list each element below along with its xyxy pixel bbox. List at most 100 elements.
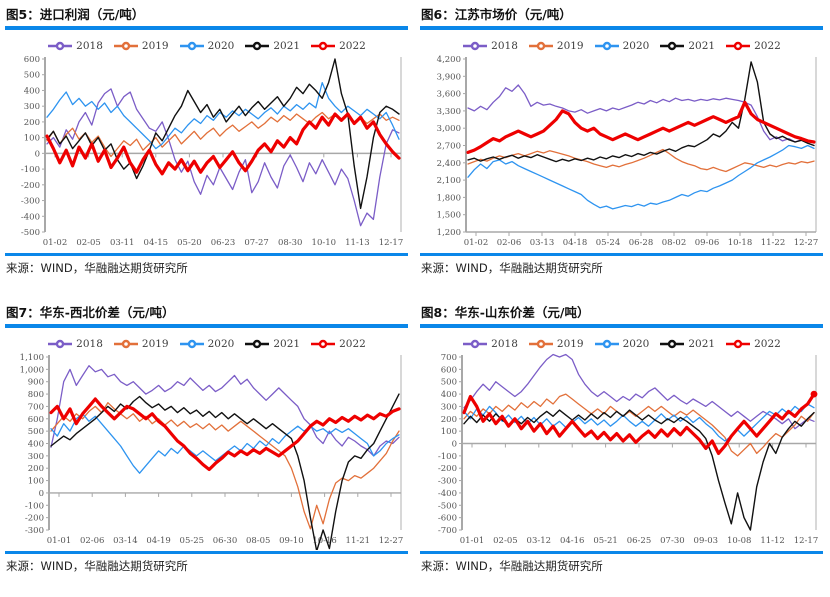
source-divider-bar bbox=[420, 253, 823, 256]
svg-text:500: 500 bbox=[441, 378, 457, 388]
chart-title: 图6：江苏市场价（元/吨） bbox=[421, 7, 572, 22]
legend-line-marker-icon bbox=[660, 339, 685, 349]
svg-text:0: 0 bbox=[35, 149, 40, 159]
svg-text:02-05: 02-05 bbox=[493, 536, 518, 546]
svg-text:400: 400 bbox=[24, 86, 40, 96]
svg-text:03-11: 03-11 bbox=[110, 238, 135, 248]
svg-text:05-20: 05-20 bbox=[177, 238, 202, 248]
line-chart-import-profit: 6005004003002001000-100-200-300-400-5000… bbox=[21, 55, 403, 248]
svg-text:300: 300 bbox=[24, 102, 40, 112]
svg-text:-100: -100 bbox=[438, 452, 457, 462]
svg-text:02-05: 02-05 bbox=[76, 238, 101, 248]
legend-label: 2022 bbox=[339, 338, 366, 350]
legend-line-marker-icon bbox=[245, 41, 270, 51]
svg-text:11-12: 11-12 bbox=[760, 536, 785, 546]
legend-label: 2020 bbox=[622, 40, 650, 52]
source-label: 来源： bbox=[421, 559, 456, 573]
legend-item-2021: 2021 bbox=[244, 40, 300, 52]
svg-text:-200: -200 bbox=[25, 514, 44, 524]
svg-text:04-16: 04-16 bbox=[560, 536, 585, 546]
svg-text:200: 200 bbox=[24, 118, 40, 128]
svg-text:10-08: 10-08 bbox=[727, 536, 752, 546]
line-chart-jiangsu-market-price: 4,200 3,900 3,600 3,300 3,000 2,700 2,400 2,100… bbox=[437, 55, 819, 248]
svg-text:600: 600 bbox=[441, 365, 457, 375]
legend-label: 2020 bbox=[207, 338, 235, 350]
svg-text:500: 500 bbox=[24, 71, 40, 81]
legend-line-marker-icon bbox=[463, 339, 488, 349]
legend-label: 2019 bbox=[141, 338, 169, 350]
source-note: 来源：WIND，华融融达期货研究所 bbox=[5, 256, 408, 276]
svg-text:2,400: 2,400 bbox=[437, 159, 461, 169]
svg-text:08-05: 08-05 bbox=[246, 536, 271, 546]
svg-text:01-02: 01-02 bbox=[464, 238, 489, 248]
svg-text:09-10: 09-10 bbox=[279, 536, 304, 546]
legend-line-marker-icon bbox=[528, 339, 553, 349]
chart-panel-figure5: 图5：进口利润（元/吨） 2018 2019 2020 2021 2022 600 500… bbox=[0, 0, 415, 298]
source-divider-bar bbox=[420, 551, 823, 554]
chart-legend: 2018 2019 2020 2021 2022 bbox=[5, 337, 408, 351]
svg-text:-400: -400 bbox=[21, 212, 40, 222]
chart-panel-figure8: 图8：华东-山东价差（元/吨） 2018 2019 2020 2021 2022 700… bbox=[415, 298, 830, 596]
legend-item-2021: 2021 bbox=[244, 338, 300, 350]
svg-text:200: 200 bbox=[28, 464, 44, 474]
svg-text:04-18: 04-18 bbox=[563, 238, 588, 248]
svg-text:-300: -300 bbox=[438, 477, 457, 487]
svg-text:05-24: 05-24 bbox=[596, 238, 621, 248]
legend-line-marker-icon bbox=[594, 41, 619, 51]
svg-text:1,800: 1,800 bbox=[437, 193, 461, 203]
legend-item-2022: 2022 bbox=[725, 338, 781, 350]
svg-text:03-12: 03-12 bbox=[527, 536, 552, 546]
svg-text:400: 400 bbox=[28, 440, 44, 450]
svg-text:100: 100 bbox=[441, 427, 457, 437]
legend-item-2019: 2019 bbox=[113, 40, 169, 52]
source-text: WIND，华融融达期货研究所 bbox=[455, 261, 603, 275]
svg-text:2,100: 2,100 bbox=[437, 176, 461, 186]
legend-line-marker-icon bbox=[48, 41, 73, 51]
svg-text:07-27: 07-27 bbox=[244, 238, 269, 248]
source-label: 来源： bbox=[421, 261, 456, 275]
legend-line-marker-icon bbox=[660, 41, 685, 51]
svg-text:08-30: 08-30 bbox=[278, 238, 303, 248]
legend-label: 2019 bbox=[556, 338, 584, 350]
svg-text:03-13: 03-13 bbox=[530, 238, 555, 248]
svg-text:-300: -300 bbox=[25, 526, 44, 536]
svg-text:600: 600 bbox=[28, 415, 44, 425]
svg-text:500: 500 bbox=[28, 427, 44, 437]
svg-text:06-28: 06-28 bbox=[629, 238, 654, 248]
svg-text:-100: -100 bbox=[25, 501, 44, 511]
svg-text:12-17: 12-17 bbox=[794, 536, 819, 546]
title-accent-bar bbox=[420, 26, 823, 30]
svg-text:11-21: 11-21 bbox=[346, 536, 371, 546]
svg-text:01-02: 01-02 bbox=[43, 238, 68, 248]
svg-text:-400: -400 bbox=[438, 489, 457, 499]
svg-text:-200: -200 bbox=[21, 181, 40, 191]
chart-panel-figure6: 图6：江苏市场价（元/吨） 2018 2019 2020 2021 2022 4,200… bbox=[415, 0, 830, 298]
chart-legend: 2018 2019 2020 2021 2022 bbox=[5, 39, 408, 53]
legend-label: 2019 bbox=[141, 40, 169, 52]
svg-text:11-13: 11-13 bbox=[345, 238, 370, 248]
svg-text:06-30: 06-30 bbox=[213, 536, 238, 546]
chart-panel-figure7: 图7：华东-西北价差（元/吨） 2018 2019 2020 2021 2022 1,1… bbox=[0, 298, 415, 596]
legend-item-2018: 2018 bbox=[47, 40, 103, 52]
legend-line-marker-icon bbox=[48, 339, 73, 349]
svg-text:3,000: 3,000 bbox=[437, 124, 461, 134]
svg-text:1,200: 1,200 bbox=[437, 228, 461, 238]
legend-item-2020: 2020 bbox=[179, 338, 235, 350]
title-accent-bar bbox=[5, 324, 408, 328]
svg-text:800: 800 bbox=[28, 390, 44, 400]
svg-text:08-02: 08-02 bbox=[662, 238, 687, 248]
legend-label: 2018 bbox=[76, 40, 103, 52]
svg-text:04-19: 04-19 bbox=[146, 536, 171, 546]
source-divider-bar bbox=[5, 551, 408, 554]
svg-text:04-15: 04-15 bbox=[144, 238, 169, 248]
svg-text:10-16: 10-16 bbox=[312, 536, 337, 546]
legend-item-2020: 2020 bbox=[594, 338, 649, 350]
legend-label: 2021 bbox=[688, 40, 716, 52]
chart-title: 图7：华东-西北价差（元/吨） bbox=[6, 305, 175, 320]
svg-text:200: 200 bbox=[441, 415, 457, 425]
svg-text:-600: -600 bbox=[438, 514, 457, 524]
svg-text:300: 300 bbox=[28, 452, 44, 462]
legend-item-2022: 2022 bbox=[310, 40, 366, 52]
svg-text:100: 100 bbox=[28, 477, 44, 487]
legend-item-2018: 2018 bbox=[47, 338, 103, 350]
